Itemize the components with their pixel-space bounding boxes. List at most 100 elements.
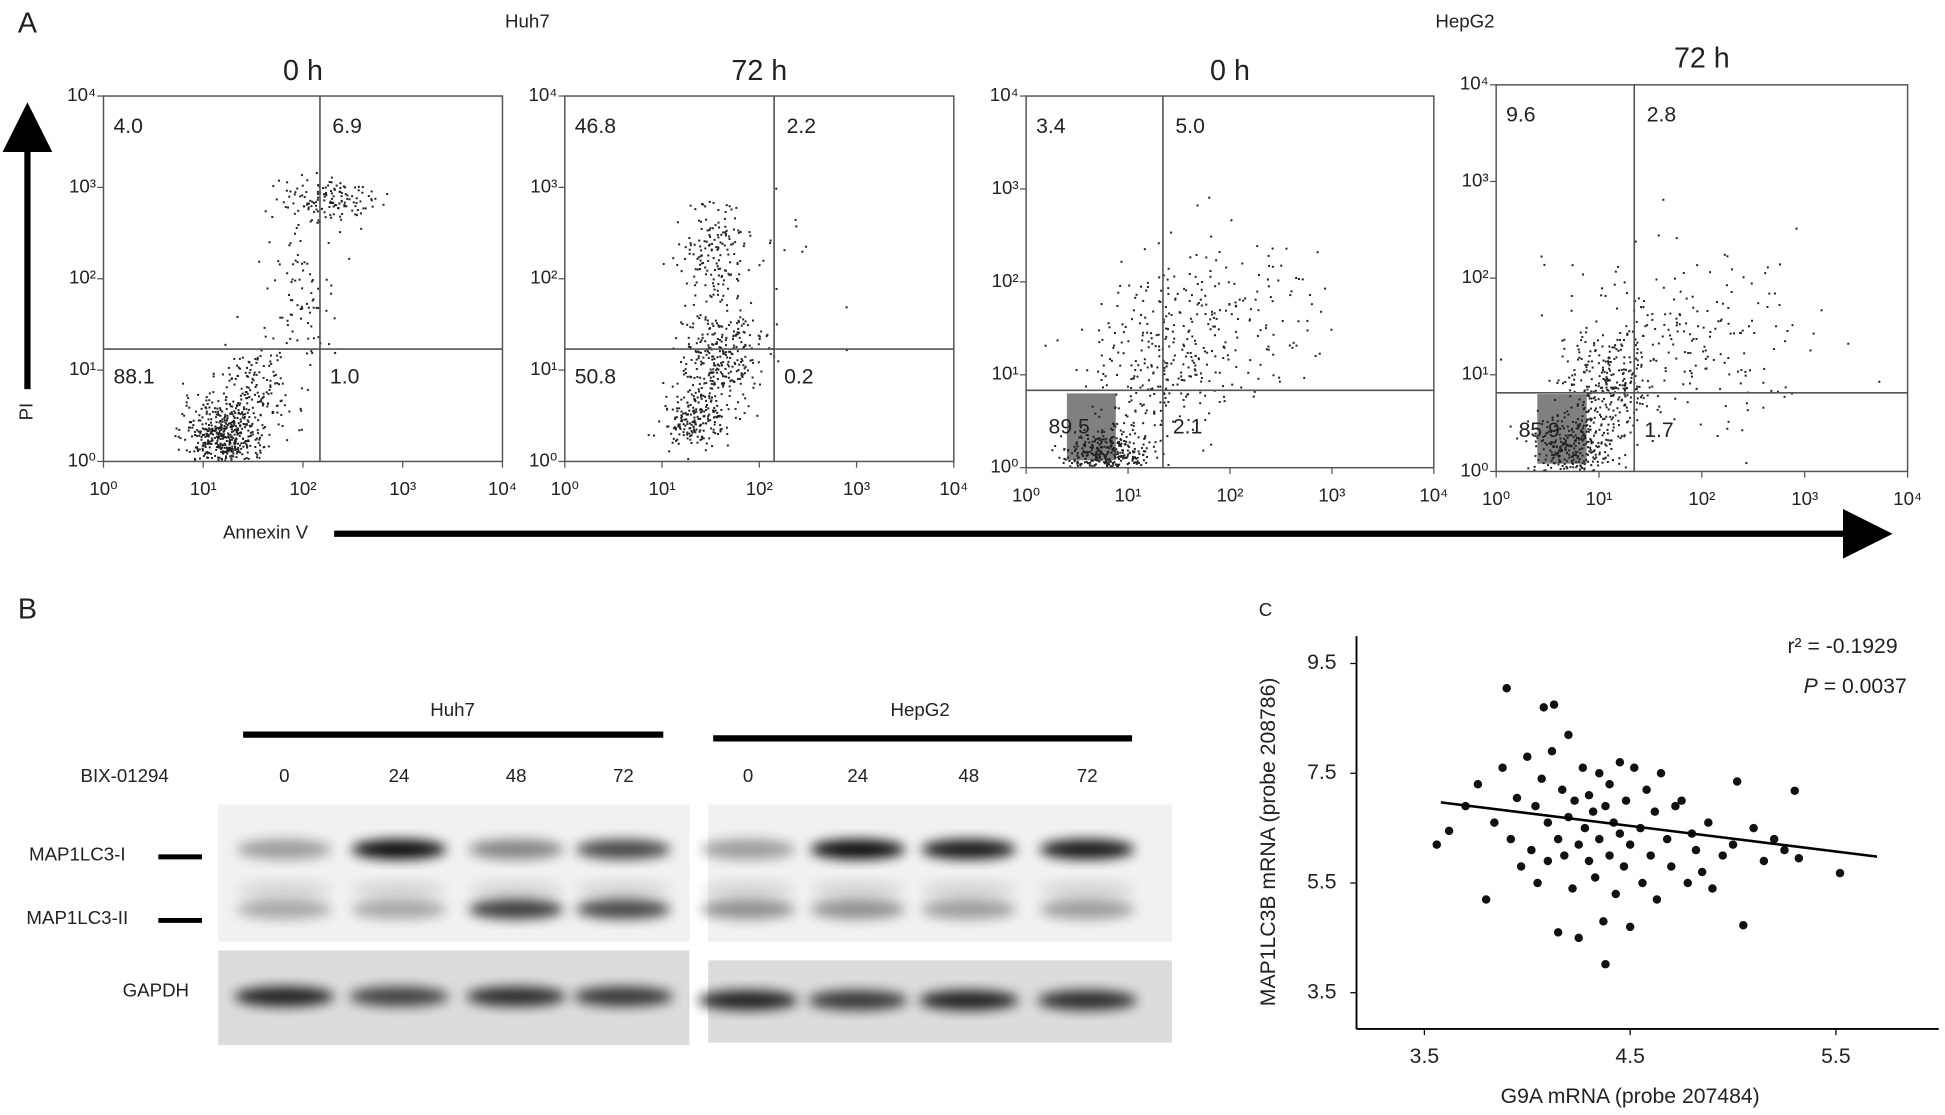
event-dot <box>727 287 730 290</box>
event-dot <box>697 388 700 391</box>
event-dot <box>262 392 265 395</box>
event-dot <box>1190 356 1193 359</box>
event-dot <box>1675 237 1678 240</box>
event-dot <box>1554 451 1557 454</box>
event-dot <box>1122 352 1125 355</box>
event-dot <box>256 453 259 456</box>
event-dot <box>744 320 747 323</box>
event-dot <box>255 361 258 364</box>
event-dot <box>1566 425 1569 428</box>
event-dot <box>1697 325 1700 328</box>
point <box>1769 834 1779 844</box>
event-dot <box>287 206 290 209</box>
event-dot <box>1525 440 1528 443</box>
event-dot <box>751 359 754 362</box>
event-dot <box>1079 426 1082 429</box>
event-dot <box>1135 462 1138 465</box>
event-dot <box>702 429 705 432</box>
event-dot <box>219 447 222 450</box>
event-dot <box>1136 456 1139 459</box>
event-dot <box>707 346 710 349</box>
event-dot <box>1553 445 1556 448</box>
event-dot <box>1108 463 1111 466</box>
event-dot <box>1655 278 1658 281</box>
event-dot <box>231 450 234 453</box>
event-dot <box>1608 345 1611 348</box>
event-dot <box>1533 465 1536 468</box>
event-dot <box>298 429 301 432</box>
point <box>1543 818 1553 827</box>
event-dot <box>1590 378 1593 381</box>
event-dot <box>1565 465 1568 468</box>
event-dot <box>1051 449 1054 452</box>
event-dot <box>727 235 730 238</box>
event-dot <box>717 368 720 371</box>
event-dot <box>1628 356 1631 359</box>
event-dot <box>1704 357 1707 360</box>
event-dot <box>255 437 258 440</box>
event-dot <box>1599 413 1602 416</box>
event-dot <box>1594 350 1597 353</box>
event-dot <box>1643 300 1646 303</box>
event-dot <box>1549 430 1552 433</box>
event-dot <box>1142 403 1145 406</box>
event-dot <box>1696 310 1699 313</box>
event-dot <box>246 392 249 395</box>
event-dot <box>1110 441 1113 444</box>
point <box>1601 959 1610 969</box>
event-dot <box>759 383 762 386</box>
event-dot <box>1550 466 1553 469</box>
event-dot <box>693 398 696 401</box>
event-dot <box>1618 338 1621 341</box>
event-dot <box>254 416 257 419</box>
event-dot <box>1310 303 1313 306</box>
event-dot <box>1544 442 1547 445</box>
point <box>1749 823 1758 833</box>
event-dot <box>217 444 220 446</box>
event-dot <box>1694 364 1697 367</box>
event-dot <box>1634 338 1637 341</box>
point <box>1662 834 1672 844</box>
event-dot <box>1592 390 1595 393</box>
event-dot <box>1548 379 1551 382</box>
event-dot <box>1574 445 1577 447</box>
band <box>921 839 1017 860</box>
event-dot <box>1115 463 1118 466</box>
event-dot <box>718 325 721 328</box>
event-dot <box>1586 440 1589 443</box>
event-dot <box>686 323 689 326</box>
event-dot <box>1154 441 1157 444</box>
event-dot <box>1598 445 1601 448</box>
event-dot <box>714 364 717 367</box>
event-dot <box>1147 388 1150 391</box>
event-dot <box>1104 440 1107 443</box>
event-dot <box>682 434 685 437</box>
event-dot <box>1167 267 1170 270</box>
event-dot <box>684 368 687 371</box>
event-dot <box>1194 369 1197 372</box>
event-dot <box>1295 344 1298 347</box>
event-dot <box>1554 441 1557 444</box>
event-dot <box>1073 460 1076 463</box>
event-dot <box>245 408 248 411</box>
event-dot <box>676 264 679 267</box>
event-dot <box>711 387 714 390</box>
event-dot <box>757 343 760 346</box>
event-dot <box>1267 345 1270 348</box>
event-dot <box>700 360 703 363</box>
event-dot <box>327 184 330 187</box>
event-dot <box>708 437 711 440</box>
event-dot <box>224 421 227 424</box>
event-dot <box>279 316 282 319</box>
event-dot <box>1140 314 1143 317</box>
event-dot <box>263 326 266 329</box>
event-dot <box>1082 451 1085 454</box>
event-dot <box>281 425 284 428</box>
event-dot <box>722 352 725 355</box>
event-dot <box>1584 340 1587 343</box>
event-dot <box>721 364 724 367</box>
x-tick-label: 10⁰ <box>1012 484 1040 505</box>
event-dot <box>1099 442 1102 445</box>
event-dot <box>1566 467 1569 470</box>
event-dot <box>1081 447 1084 450</box>
